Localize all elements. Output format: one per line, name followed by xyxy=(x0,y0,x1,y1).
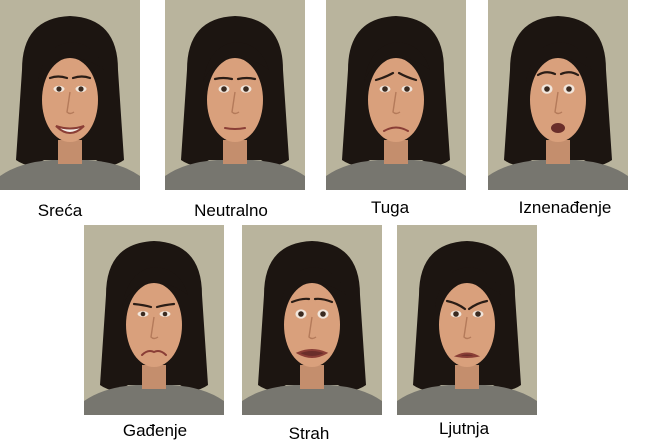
right-pupil xyxy=(566,86,572,92)
neck xyxy=(455,365,479,389)
right-brow xyxy=(313,297,334,304)
mouth xyxy=(453,352,481,358)
face xyxy=(368,58,424,142)
right-brow xyxy=(71,75,92,80)
face-photo-sad xyxy=(326,0,466,190)
left-pupil xyxy=(382,86,388,92)
fringe xyxy=(38,42,104,82)
face-label-sad: Tuga xyxy=(370,198,410,217)
face-label-neutral: Neutralno xyxy=(194,201,268,220)
left-pupil xyxy=(140,311,146,317)
neck xyxy=(546,140,570,164)
portrait-fear xyxy=(242,225,382,415)
face-label-surprise: Iznenađenje xyxy=(518,198,612,217)
nose xyxy=(463,316,472,340)
portrait-sad xyxy=(326,0,466,190)
left-brow xyxy=(132,302,153,309)
right-pupil xyxy=(404,86,410,92)
left-pupil xyxy=(544,86,550,92)
face xyxy=(530,58,586,142)
face-photo-neutral xyxy=(165,0,305,190)
face xyxy=(42,58,98,142)
left-brow xyxy=(48,75,69,80)
nose xyxy=(231,91,240,115)
left-pupil xyxy=(453,311,459,317)
neck xyxy=(58,140,82,164)
shirt xyxy=(242,385,382,415)
right-pupil xyxy=(162,311,168,317)
face-photo-happy xyxy=(0,0,140,190)
left-brow xyxy=(536,71,557,77)
portrait-disgust xyxy=(84,225,224,415)
left-brow xyxy=(290,297,311,304)
face-label-disgust: Gađenje xyxy=(122,421,188,440)
right-pupil xyxy=(243,86,249,92)
nose xyxy=(392,91,401,115)
face-photo-fear xyxy=(242,225,382,415)
portrait-happy xyxy=(0,0,140,190)
neck xyxy=(384,140,408,164)
fringe xyxy=(435,267,501,307)
right-pupil xyxy=(78,86,84,92)
face xyxy=(439,283,495,367)
shirt xyxy=(488,160,628,190)
left-pupil xyxy=(298,311,304,317)
right-brow xyxy=(559,71,580,77)
face-label-fear: Strah xyxy=(288,424,330,443)
face-photo-surprise xyxy=(488,0,628,190)
mouth xyxy=(141,350,167,356)
face xyxy=(284,283,340,367)
face-photo-anger xyxy=(397,225,537,415)
right-brow xyxy=(467,299,489,311)
left-pupil xyxy=(56,86,62,92)
right-brow xyxy=(155,302,176,309)
left-brow xyxy=(374,71,395,82)
left-brow xyxy=(445,299,467,311)
neck xyxy=(223,140,247,164)
right-brow xyxy=(236,76,257,81)
fringe xyxy=(364,42,430,82)
shirt xyxy=(326,160,466,190)
right-brow xyxy=(397,71,418,82)
neck xyxy=(142,365,166,389)
portrait-anger xyxy=(397,225,537,415)
fringe xyxy=(526,42,592,82)
nose xyxy=(308,316,317,340)
shirt xyxy=(165,160,305,190)
fringe xyxy=(122,267,188,307)
shirt xyxy=(84,385,224,415)
face xyxy=(126,283,182,367)
left-brow xyxy=(213,76,234,81)
face-label-anger: Ljutnja xyxy=(438,419,490,438)
right-pupil xyxy=(320,311,326,317)
left-pupil xyxy=(221,86,227,92)
mouth xyxy=(224,127,246,130)
mouth xyxy=(295,349,329,358)
fringe xyxy=(203,42,269,82)
neck xyxy=(300,365,324,389)
right-pupil xyxy=(475,311,481,317)
mouth xyxy=(55,125,85,134)
nose xyxy=(554,91,563,115)
shirt xyxy=(397,385,537,415)
portrait-surprise xyxy=(488,0,628,190)
nose xyxy=(150,316,159,340)
mouth xyxy=(551,123,565,133)
mouth xyxy=(383,126,409,132)
fringe xyxy=(280,267,346,307)
face-photo-disgust xyxy=(84,225,224,415)
face-label-happy: Sreća xyxy=(37,201,83,220)
portrait-neutral xyxy=(165,0,305,190)
nose xyxy=(66,91,75,115)
shirt xyxy=(0,160,140,190)
